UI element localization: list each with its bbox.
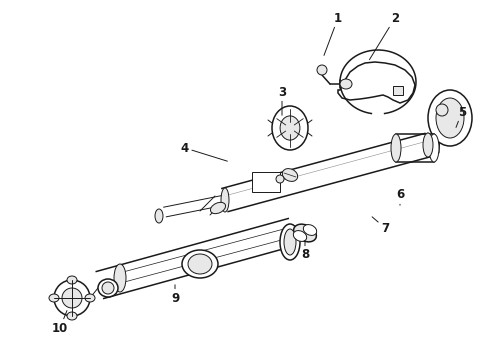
Ellipse shape (67, 312, 77, 320)
Ellipse shape (85, 294, 95, 302)
Ellipse shape (272, 106, 308, 150)
Ellipse shape (294, 231, 307, 242)
Ellipse shape (49, 294, 59, 302)
Ellipse shape (182, 250, 218, 278)
Text: 7: 7 (372, 217, 389, 234)
Ellipse shape (436, 104, 448, 116)
Ellipse shape (155, 209, 163, 223)
Text: 5: 5 (456, 105, 466, 127)
Ellipse shape (276, 175, 284, 183)
Ellipse shape (114, 264, 126, 292)
Ellipse shape (188, 254, 212, 274)
Ellipse shape (303, 225, 317, 235)
Text: 1: 1 (324, 12, 342, 55)
Bar (252, 172, 280, 192)
Ellipse shape (284, 229, 296, 255)
Ellipse shape (102, 282, 114, 294)
Ellipse shape (210, 202, 225, 213)
Text: 4: 4 (181, 141, 227, 161)
Text: 10: 10 (52, 311, 68, 334)
Text: 9: 9 (171, 285, 179, 305)
Ellipse shape (280, 224, 300, 260)
Ellipse shape (317, 65, 327, 75)
Text: 8: 8 (301, 241, 309, 261)
Ellipse shape (429, 134, 439, 162)
Bar (393, 86, 403, 95)
Text: 6: 6 (396, 189, 404, 205)
Ellipse shape (340, 79, 352, 89)
Bar (396, 134, 434, 162)
Ellipse shape (428, 90, 472, 146)
Ellipse shape (62, 288, 82, 308)
Ellipse shape (280, 116, 300, 140)
Ellipse shape (294, 224, 317, 242)
Ellipse shape (391, 134, 401, 162)
Ellipse shape (436, 98, 464, 138)
Ellipse shape (221, 188, 229, 212)
Text: 2: 2 (369, 12, 399, 60)
Ellipse shape (67, 276, 77, 284)
Text: 3: 3 (278, 85, 286, 115)
Ellipse shape (282, 168, 298, 181)
Ellipse shape (98, 279, 118, 297)
Ellipse shape (423, 133, 433, 157)
